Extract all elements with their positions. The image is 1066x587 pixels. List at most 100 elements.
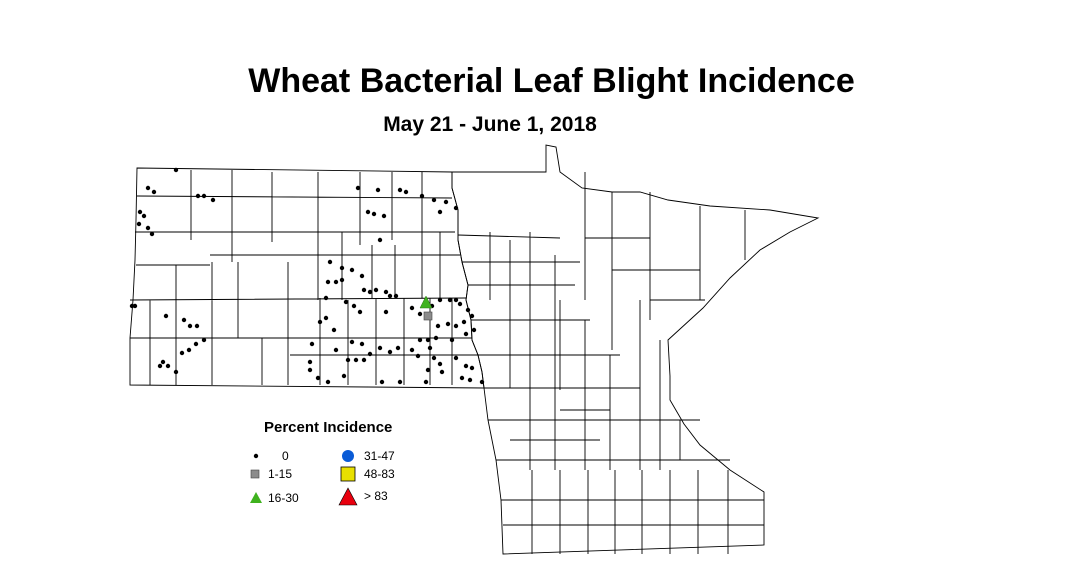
sample-point-0 — [417, 311, 423, 317]
sample-point-0 — [365, 209, 371, 215]
sample-point-0 — [325, 279, 331, 285]
sample-point-0 — [431, 197, 437, 203]
sample-point-0 — [423, 379, 429, 385]
sample-point-0 — [439, 369, 445, 375]
sample-point-0 — [323, 315, 329, 321]
sample-point-0 — [343, 299, 349, 305]
sample-point-0 — [383, 289, 389, 295]
sample-point-0 — [395, 345, 401, 351]
legend-symbol-circle-blue-icon — [342, 450, 354, 462]
sample-point-0 — [341, 373, 347, 379]
sample-point-0 — [437, 209, 443, 215]
sample-point-0 — [409, 347, 415, 353]
sample-point-0 — [453, 323, 459, 329]
sample-point-0 — [149, 231, 155, 237]
sample-point-0 — [471, 327, 477, 333]
legend-label-0: 0 — [282, 449, 289, 463]
sample-point-0 — [317, 319, 323, 325]
sample-point-0 — [433, 335, 439, 341]
sample-point-1-15 — [423, 311, 433, 321]
sample-point-0 — [339, 265, 345, 271]
sample-point-0 — [457, 301, 463, 307]
sample-point-0 — [415, 353, 421, 359]
sample-point-0 — [465, 307, 471, 313]
sample-point-0 — [325, 379, 331, 385]
sample-point-0 — [403, 189, 409, 195]
sample-point-0 — [387, 349, 393, 355]
sample-point-0 — [379, 379, 385, 385]
sample-point-0 — [409, 305, 415, 311]
sample-point-0 — [136, 221, 142, 227]
sample-point-0 — [449, 337, 455, 343]
sample-point-0 — [459, 375, 465, 381]
sample-point-0 — [181, 317, 187, 323]
sample-point-0 — [377, 237, 383, 243]
sample-points — [129, 167, 485, 385]
map-subtitle: May 21 - June 1, 2018 — [383, 113, 597, 136]
legend-symbol-triangle-green-icon — [250, 492, 262, 503]
sample-point-0 — [194, 323, 200, 329]
sample-point-0 — [333, 279, 339, 285]
sample-point-0 — [447, 297, 453, 303]
legend-symbols — [250, 450, 358, 506]
sample-point-0 — [210, 197, 216, 203]
sample-point-0 — [141, 213, 147, 219]
sample-point-0 — [461, 319, 467, 325]
sample-point-0 — [353, 357, 359, 363]
sample-point-0 — [427, 345, 433, 351]
sample-point-0 — [383, 309, 389, 315]
sample-point-0 — [367, 351, 373, 357]
sample-point-0 — [375, 187, 381, 193]
legend-symbol-square-yellow-icon — [340, 466, 356, 482]
sample-point-0 — [381, 213, 387, 219]
sample-point-0 — [327, 259, 333, 265]
sample-point-0 — [351, 303, 357, 309]
sample-point-0 — [425, 367, 431, 373]
legend-label-1-15: 1-15 — [268, 467, 293, 481]
sample-point-0 — [331, 327, 337, 333]
county-boundaries — [129, 144, 820, 555]
sample-point-0 — [367, 289, 373, 295]
sample-point-0 — [195, 193, 201, 199]
sample-point-0 — [359, 273, 365, 279]
sample-point-0 — [453, 205, 459, 211]
sample-point-16-30 — [419, 295, 433, 309]
sample-point-0 — [371, 211, 377, 217]
sample-point-0 — [357, 309, 363, 315]
sample-point-0 — [307, 367, 313, 373]
sample-point-0 — [425, 337, 431, 343]
sample-point-0 — [160, 359, 166, 365]
sample-point-0 — [309, 341, 315, 347]
sample-point-0 — [377, 345, 383, 351]
sample-point-0 — [435, 323, 441, 329]
sample-point-0 — [467, 377, 473, 383]
sample-point-0 — [355, 185, 361, 191]
sample-point-0 — [463, 363, 469, 369]
sample-point-0 — [361, 357, 367, 363]
sample-point-0 — [453, 297, 459, 303]
legend-symbol-triangle-red-icon — [338, 487, 358, 506]
sample-point-0 — [387, 293, 393, 299]
sample-point-0 — [145, 185, 151, 191]
sample-point-0 — [333, 347, 339, 353]
sample-point-0 — [437, 361, 443, 367]
sample-point-0 — [373, 287, 379, 293]
sample-point-0 — [307, 359, 313, 365]
legend-symbol-dot-icon — [253, 453, 259, 459]
sample-point-0 — [349, 339, 355, 345]
sample-point-0 — [173, 167, 179, 173]
sample-point-0 — [469, 313, 475, 319]
sample-point-0 — [165, 363, 171, 369]
sample-point-0 — [431, 355, 437, 361]
legend-title: Percent Incidence — [264, 419, 393, 436]
sample-point-0 — [157, 363, 163, 369]
sample-point-0 — [479, 379, 485, 385]
sample-point-0 — [151, 189, 157, 195]
legend-label-16-30: 16-30 — [268, 491, 299, 505]
sample-point-0 — [445, 321, 451, 327]
sample-point-0 — [323, 295, 329, 301]
sample-point-0 — [437, 297, 443, 303]
sample-point-0 — [186, 347, 192, 353]
sample-point-0 — [193, 341, 199, 347]
